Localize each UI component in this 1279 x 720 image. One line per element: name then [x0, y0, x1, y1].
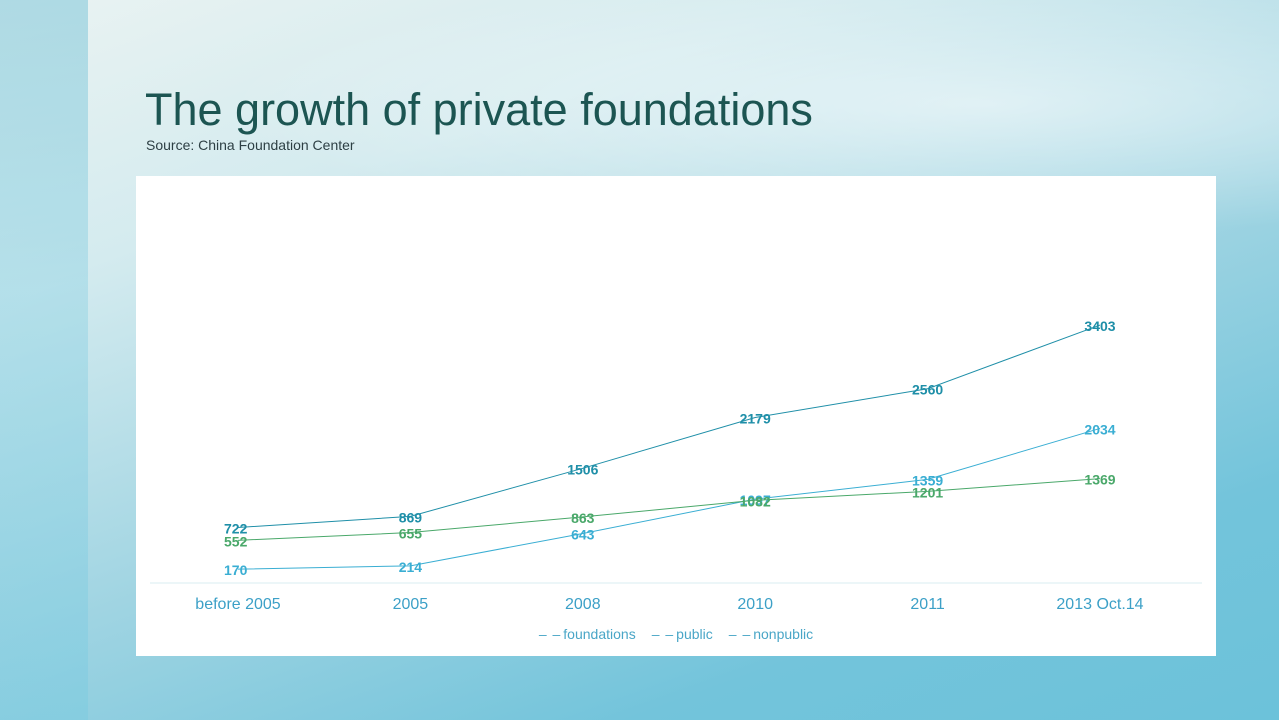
legend-label: foundations: [563, 626, 636, 642]
x-tick-label: 2005: [393, 596, 429, 613]
series-line-foundations: [237, 324, 1101, 528]
slide-source: Source: China Foundation Center: [146, 137, 355, 153]
data-label-foundations: 3403: [1084, 318, 1115, 334]
legend-item-public: – – public: [652, 626, 713, 642]
x-tick-label: 2011: [910, 596, 945, 613]
x-tick-label: 2010: [737, 596, 773, 613]
data-label-foundations: 1506: [567, 461, 598, 477]
chart-legend: – – foundations – – public – – nonpublic: [136, 626, 1216, 642]
data-label-nonpublic: 1369: [1084, 472, 1115, 488]
legend-marker: – –: [538, 626, 562, 642]
legend-marker: – –: [728, 626, 752, 642]
data-label-public: 1359: [912, 472, 943, 488]
data-label-foundations: 869: [399, 509, 423, 525]
legend-label: nonpublic: [753, 626, 814, 642]
x-tick-label: before 2005: [195, 596, 281, 613]
series-line-public: [237, 427, 1101, 570]
series-line-nonpublic: [237, 478, 1101, 541]
legend-marker: – –: [651, 626, 675, 642]
data-label-foundations: 722: [224, 520, 248, 536]
data-label-public: 214: [399, 559, 423, 575]
data-label-nonpublic: 655: [399, 526, 423, 542]
data-label-public: 2034: [1084, 421, 1115, 437]
data-label-foundations: 2560: [912, 382, 943, 398]
data-label-public: 170: [224, 562, 248, 578]
legend-item-nonpublic: – – nonpublic: [729, 626, 813, 642]
data-label-nonpublic: 1201: [912, 484, 943, 500]
background-strip: [0, 0, 88, 720]
data-label-foundations: 2179: [740, 410, 771, 426]
legend-label: public: [676, 626, 713, 642]
data-label-public: 643: [571, 526, 595, 542]
chart-panel: before 2005 2005 2008 2010 2011 2013 Oct.14 72…: [136, 176, 1216, 656]
data-label-nonpublic: 552: [224, 533, 248, 549]
slide-title: The growth of private foundations: [145, 84, 813, 135]
data-label-nonpublic: 863: [571, 510, 595, 526]
x-tick-label: 2008: [565, 596, 601, 613]
line-chart: before 2005 2005 2008 2010 2011 2013 Oct.14 72…: [150, 318, 1202, 613]
data-label-nonpublic: 1082: [740, 493, 771, 509]
legend-item-foundations: – – foundations: [539, 626, 636, 642]
x-tick-label: 2013 Oct.14: [1056, 596, 1143, 613]
